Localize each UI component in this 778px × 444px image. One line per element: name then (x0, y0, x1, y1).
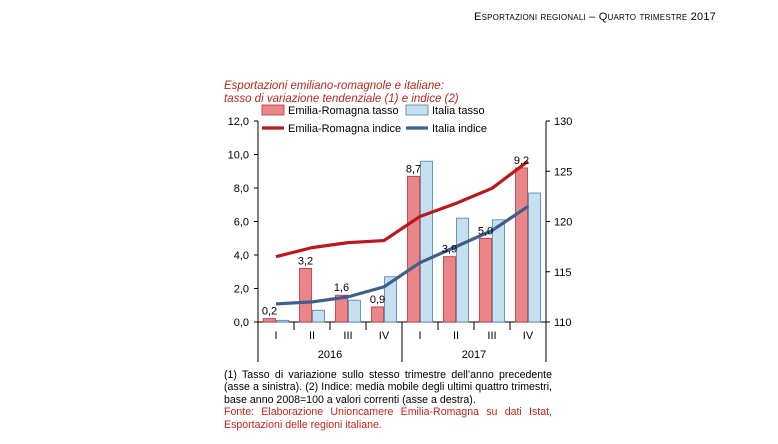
bar-emilia-romagna (443, 256, 456, 323)
y-left-tick-label: 8,0 (234, 183, 249, 195)
bar-emilia-romagna (515, 167, 528, 323)
y-left-tick-label: 10,0 (228, 150, 249, 162)
page-header: Esportazioni regionali – Quarto trimestr… (474, 11, 716, 23)
y-left-tick-label: 6,0 (234, 217, 249, 229)
chart-notes: (1) Tasso di variazione sullo stesso tri… (224, 369, 552, 431)
bar-italia (384, 276, 397, 323)
y-right-tick-label: 110 (554, 317, 572, 329)
y-left-tick-label: 12,0 (228, 116, 249, 128)
notes-text: (1) Tasso di variazione sullo stesso tri… (224, 369, 552, 406)
bar-emilia-romagna (371, 306, 384, 323)
bar-emilia-romagna (299, 267, 312, 323)
x-tick-label: IV (523, 330, 534, 342)
y-left-tick-label: 2,0 (234, 284, 249, 296)
legend-label: Emilia-Romagna indice (288, 123, 401, 135)
data-label: 8,7 (406, 163, 421, 175)
data-label: 0,9 (370, 294, 385, 306)
x-tick-label: II (309, 330, 315, 342)
y-right-tick-label: 115 (554, 267, 572, 279)
y-right-tick-label: 125 (554, 166, 572, 178)
header-text: Esportazioni regionali – Quarto trimestr… (474, 11, 716, 23)
chart-title-line2: tasso di variazione tendenziale (1) e in… (224, 93, 459, 105)
data-label: 3,2 (298, 255, 313, 267)
x-tick-label: III (343, 330, 352, 342)
chart-title: Esportazioni emiliano-romagnole e italia… (224, 80, 554, 106)
x-tick-label: II (453, 330, 459, 342)
x-tick-label: I (274, 330, 277, 342)
bar-italia (528, 192, 541, 323)
bar-italia (276, 319, 289, 323)
legend-label: Italia tasso (432, 105, 485, 117)
x-tick-label: IV (379, 330, 390, 342)
bar-emilia-romagna (263, 318, 276, 323)
line-italia-indice (275, 205, 529, 306)
bar-emilia-romagna (407, 175, 420, 323)
chart-title-line1: Esportazioni emiliano-romagnole e italia… (224, 80, 444, 92)
legend-swatch (261, 104, 285, 116)
year-group-label: 2016 (318, 349, 342, 361)
y-right-tick-label: 130 (554, 116, 572, 128)
data-label: 3,9 (442, 244, 457, 256)
legend-swatch (405, 104, 429, 116)
bar-italia (492, 219, 505, 323)
line-emilia-romagna-indice (275, 159, 529, 259)
bar-italia (420, 160, 433, 323)
year-group-label: 2017 (462, 349, 486, 361)
bar-italia (312, 309, 325, 323)
y-left-tick-label: 4,0 (234, 250, 249, 262)
data-label: 0,2 (262, 306, 277, 318)
x-tick-label: I (418, 330, 421, 342)
x-tick-label: III (487, 330, 496, 342)
y-right-tick-label: 120 (554, 217, 572, 229)
legend-label: Emilia-Romagna tasso (288, 105, 399, 117)
data-label: 1,6 (334, 282, 349, 294)
data-label: 9,2 (514, 155, 529, 167)
legend-label: Italia indice (432, 123, 487, 135)
data-label: 5,0 (478, 225, 493, 237)
bar-italia (456, 217, 469, 323)
bar-emilia-romagna (335, 294, 348, 323)
notes-source: Fonte: Elaborazione Unioncamere Emilia-R… (224, 406, 552, 431)
bar-emilia-romagna (479, 237, 492, 323)
bar-italia (348, 299, 361, 323)
y-left-tick-label: 0,0 (234, 317, 249, 329)
